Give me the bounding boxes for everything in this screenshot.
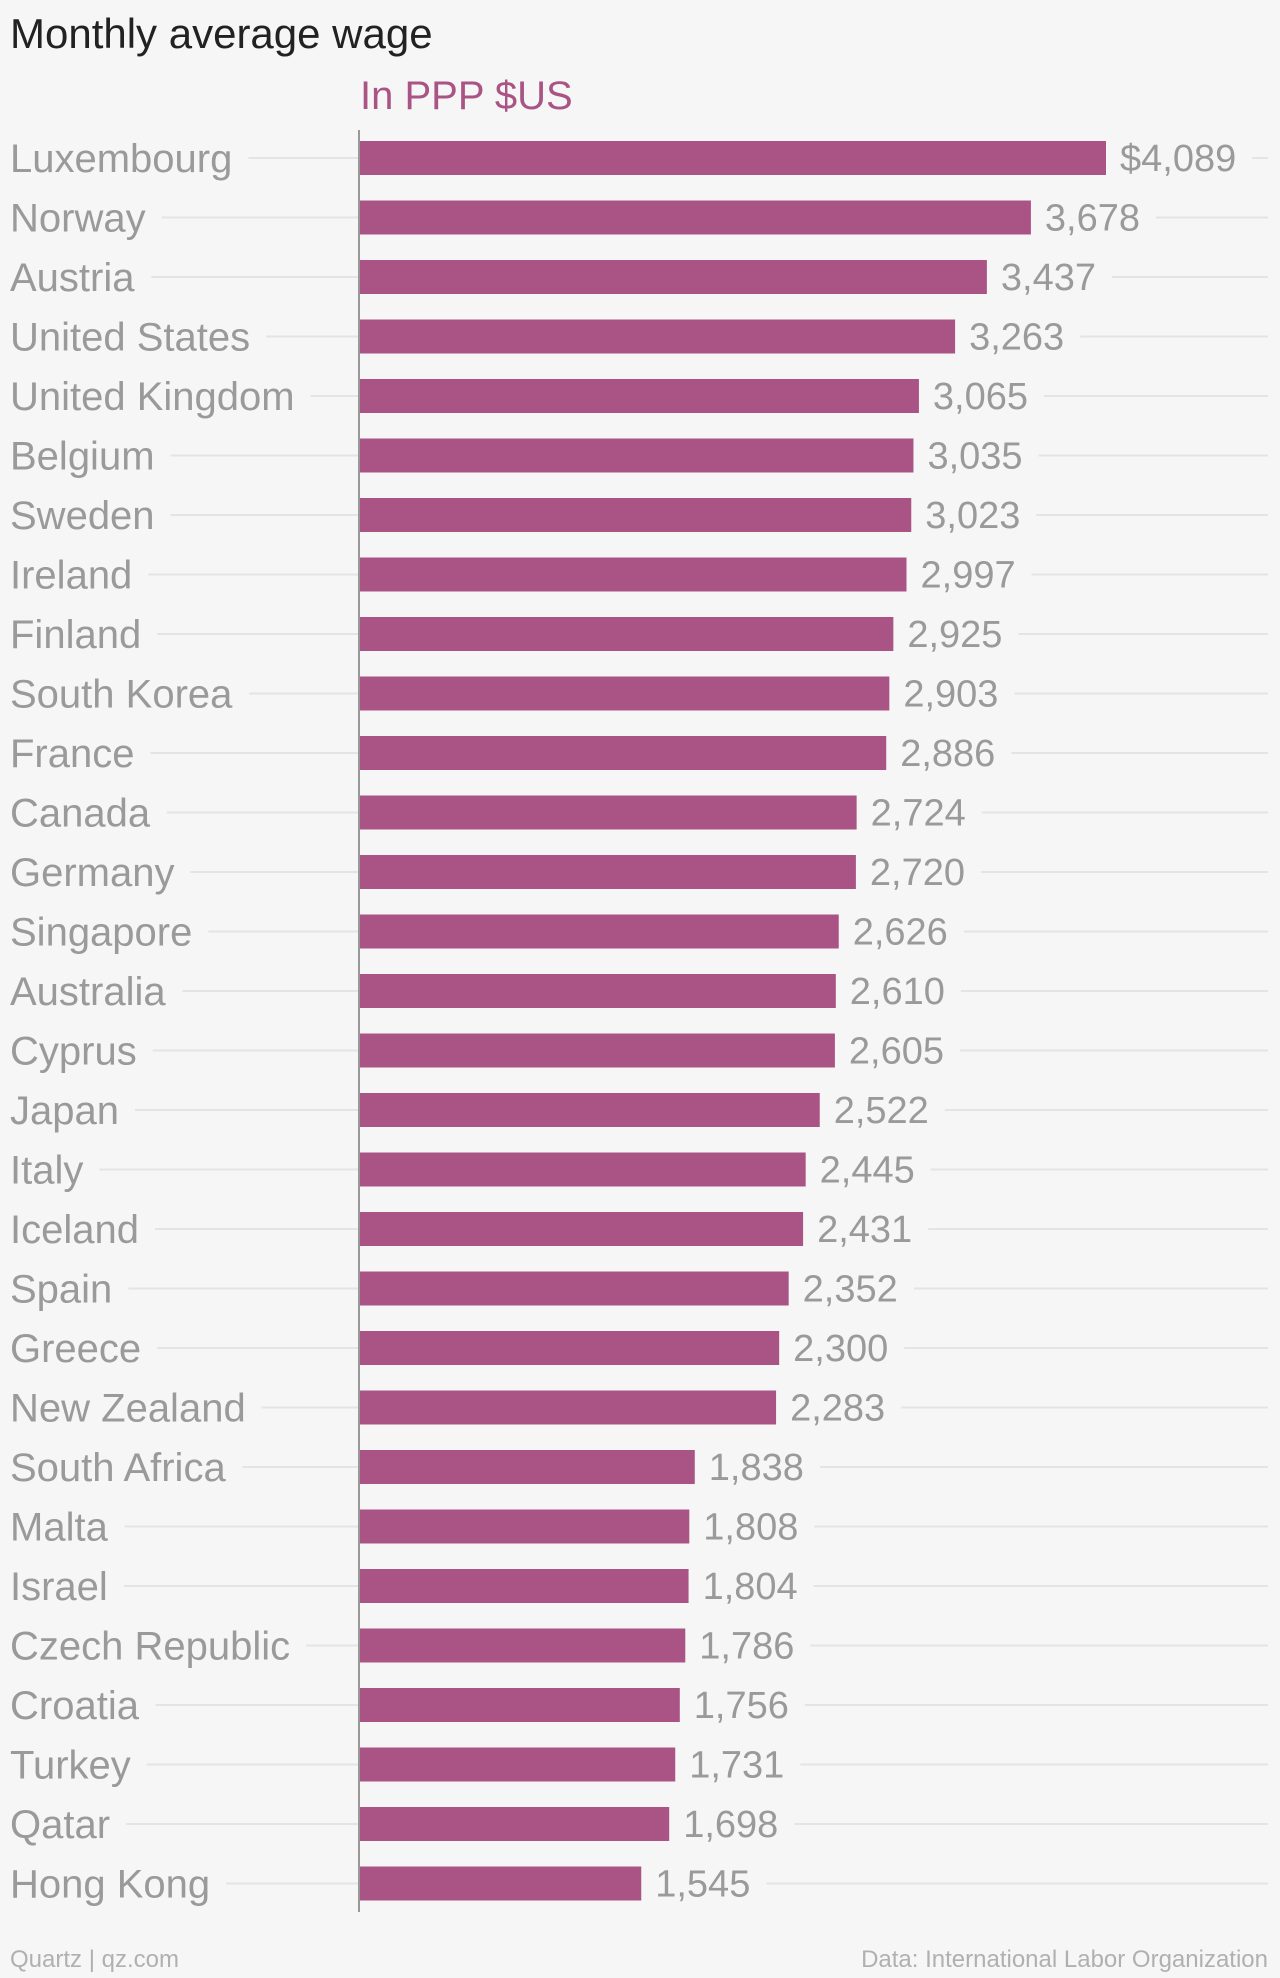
category-label: Turkey (10, 1744, 131, 1788)
value-label: 3,035 (927, 436, 1022, 478)
value-label: 2,352 (803, 1269, 898, 1311)
bar (359, 1033, 835, 1068)
bar (359, 1152, 806, 1187)
category-label: Austria (10, 256, 135, 300)
category-label: Norway (10, 197, 146, 241)
category-label: Germany (10, 851, 175, 895)
value-label: 1,698 (683, 1804, 778, 1846)
bar (359, 974, 836, 1008)
value-label: 2,300 (793, 1328, 888, 1370)
chart-title: Monthly average wage (10, 10, 433, 57)
category-label: Israel (10, 1565, 108, 1609)
category-label: United States (10, 316, 250, 360)
category-label: Cyprus (10, 1030, 137, 1074)
bar (359, 1271, 789, 1306)
bar (359, 1688, 680, 1722)
category-label: Italy (10, 1149, 83, 1193)
value-label: $4,089 (1120, 138, 1236, 180)
bar (359, 736, 887, 770)
category-label: Ireland (10, 554, 132, 598)
bar (359, 438, 914, 473)
category-labels: Luxembourg Norway Austria United States Unit… (10, 137, 295, 1907)
category-label: France (10, 732, 135, 776)
value-label: 2,605 (849, 1031, 944, 1073)
value-label: 1,756 (694, 1685, 789, 1727)
gridlines (99, 157, 1268, 1885)
bar (359, 855, 856, 889)
value-label: 3,263 (969, 317, 1064, 359)
value-label: 3,437 (1001, 257, 1096, 299)
value-label: 2,997 (921, 555, 1016, 597)
category-label: Canada (10, 792, 151, 836)
bar (359, 1569, 689, 1603)
category-label: Qatar (10, 1803, 110, 1847)
bar (359, 498, 912, 532)
bar (359, 319, 956, 354)
bar (359, 1747, 676, 1782)
bar (359, 1807, 670, 1841)
category-label: United Kingdom (10, 375, 295, 419)
value-label: 2,886 (900, 733, 995, 775)
category-label: Luxembourg (10, 137, 232, 181)
value-label: 3,023 (925, 495, 1020, 537)
value-label: 1,804 (703, 1566, 798, 1608)
bar (359, 1212, 804, 1246)
value-label: 1,731 (689, 1745, 784, 1787)
category-label: Czech Republic (10, 1625, 290, 1669)
bar (359, 795, 857, 830)
footer-source: Data: International Labor Organization (861, 1946, 1268, 1973)
value-label: 3,065 (933, 376, 1028, 418)
value-label: 1,838 (709, 1447, 804, 1489)
category-label: Japan (10, 1089, 119, 1133)
value-label: 2,903 (903, 674, 998, 716)
value-label: 2,626 (853, 912, 948, 954)
bar (359, 914, 839, 949)
category-label: Hong Kong (10, 1863, 210, 1907)
bar (359, 141, 1106, 175)
bar (359, 557, 907, 592)
bar (359, 1450, 695, 1484)
bars (359, 141, 1106, 1901)
bar (359, 1866, 642, 1901)
category-label: Singapore (10, 911, 192, 955)
footer-credit: Quartz | qz.com (10, 1946, 179, 1973)
category-label: Malta (10, 1506, 109, 1550)
bar (359, 1509, 690, 1544)
category-label: Greece (10, 1327, 141, 1371)
value-label: 1,545 (655, 1864, 750, 1906)
value-label: 2,445 (820, 1150, 915, 1192)
value-label: 2,720 (870, 852, 965, 894)
category-label: Spain (10, 1268, 112, 1312)
category-label: South Africa (10, 1446, 226, 1490)
category-label: Australia (10, 970, 166, 1014)
value-label: 1,786 (699, 1626, 794, 1668)
bar (359, 1093, 820, 1127)
value-labels: $4,089 3,678 3,437 3,263 3,065 3,035 3,023 2,99… (655, 138, 1236, 1906)
value-label: 2,283 (790, 1388, 885, 1430)
category-label: Croatia (10, 1684, 140, 1728)
value-label: 2,925 (907, 614, 1002, 656)
chart-subtitle: In PPP $US (360, 74, 573, 118)
bar (359, 260, 987, 294)
bar (359, 1331, 780, 1365)
value-label: 1,808 (703, 1507, 798, 1549)
value-label: 3,678 (1045, 198, 1140, 240)
bar (359, 617, 894, 651)
value-label: 2,724 (871, 793, 966, 835)
category-label: South Korea (10, 673, 233, 717)
bar (359, 676, 890, 711)
category-label: Iceland (10, 1208, 139, 1252)
category-label: Sweden (10, 494, 155, 538)
bar (359, 379, 919, 413)
value-label: 2,431 (817, 1209, 912, 1251)
category-label: Belgium (10, 435, 155, 479)
category-label: Finland (10, 613, 141, 657)
bar (359, 1390, 777, 1425)
bar (359, 1628, 686, 1663)
bar (359, 200, 1031, 235)
category-label: New Zealand (10, 1387, 246, 1431)
value-label: 2,522 (834, 1090, 929, 1132)
value-label: 2,610 (850, 971, 945, 1013)
